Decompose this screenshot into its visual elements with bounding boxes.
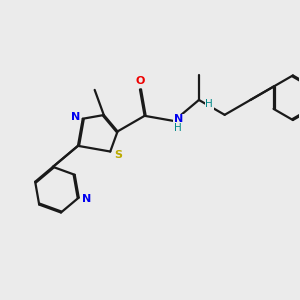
Text: H: H [175, 123, 182, 134]
Text: N: N [82, 194, 91, 204]
Text: H: H [206, 99, 213, 110]
Text: O: O [135, 76, 145, 85]
Text: S: S [115, 149, 123, 160]
Text: N: N [71, 112, 80, 122]
Text: N: N [174, 115, 183, 124]
